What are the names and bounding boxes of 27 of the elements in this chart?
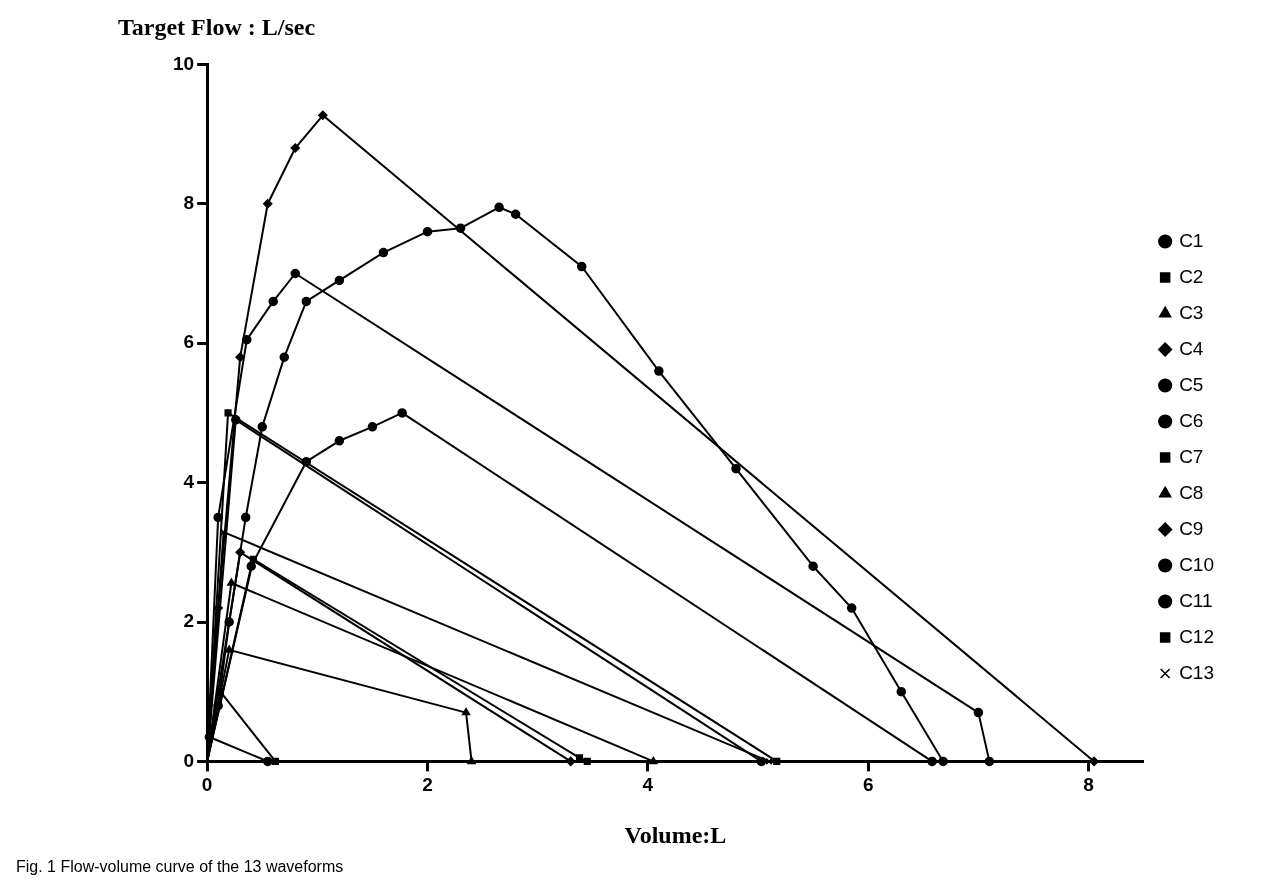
y-tick-label: 6 [183,331,195,353]
legend-label: C3 [1179,301,1204,323]
y-tick-label: 2 [183,610,195,632]
legend-label: C11 [1179,589,1213,611]
legend-label: C10 [1179,553,1214,575]
legend-label: C2 [1179,265,1204,287]
legend-label: C5 [1179,373,1204,395]
x-tick-label: 4 [642,774,654,796]
legend-label: C13 [1179,661,1214,683]
x-tick-label: 0 [201,774,213,796]
legend-label: C6 [1179,409,1204,431]
y-axis-title: Target Flow : L/sec [118,14,316,41]
y-tick-label: 4 [183,470,195,492]
x-axis-title: Volume:L [624,821,727,848]
x-tick-label: 6 [862,774,874,796]
caption: Fig. 1 Flow-volume curve of the 13 waveforms [16,858,344,876]
x-tick-label: 8 [1083,774,1094,796]
legend-label: C12 [1179,625,1214,647]
y-tick-label: 0 [183,749,195,771]
legend-label: C8 [1179,481,1204,503]
legend-label: C1 [1179,229,1204,251]
legend-label: C9 [1179,517,1204,539]
legend-label: C4 [1179,337,1204,359]
y-tick-label: 10 [172,52,195,74]
x-tick-label: 2 [422,774,433,796]
y-tick-label: 8 [183,192,195,214]
legend-label: C7 [1179,445,1204,467]
